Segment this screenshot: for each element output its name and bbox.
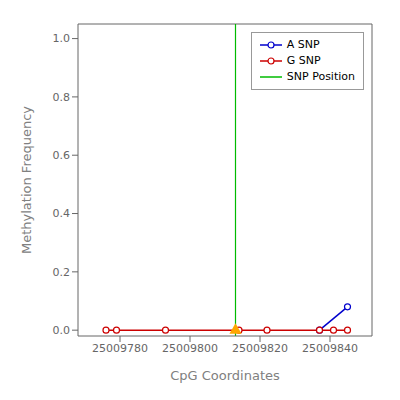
- svg-text:Methylation Frequency: Methylation Frequency: [19, 106, 34, 254]
- svg-text:25009840: 25009840: [302, 342, 358, 355]
- svg-text:0.8: 0.8: [53, 91, 71, 104]
- svg-text:25009780: 25009780: [92, 342, 148, 355]
- svg-text:1.0: 1.0: [53, 32, 71, 45]
- html-text:G SNP: G SNP: [286, 54, 321, 67]
- html-text:A SNP: A SNP: [286, 38, 320, 51]
- svg-text:0.2: 0.2: [53, 266, 71, 279]
- svg-text:25009820: 25009820: [232, 342, 288, 355]
- svg-text:0.0: 0.0: [53, 324, 71, 337]
- svg-text:0.4: 0.4: [53, 207, 71, 220]
- html-text:SNP Position: SNP Position: [286, 70, 355, 83]
- svg-text:0.6: 0.6: [53, 149, 71, 162]
- svg-text:CpG Coordinates: CpG Coordinates: [170, 368, 280, 383]
- svg-text:25009800: 25009800: [162, 342, 218, 355]
